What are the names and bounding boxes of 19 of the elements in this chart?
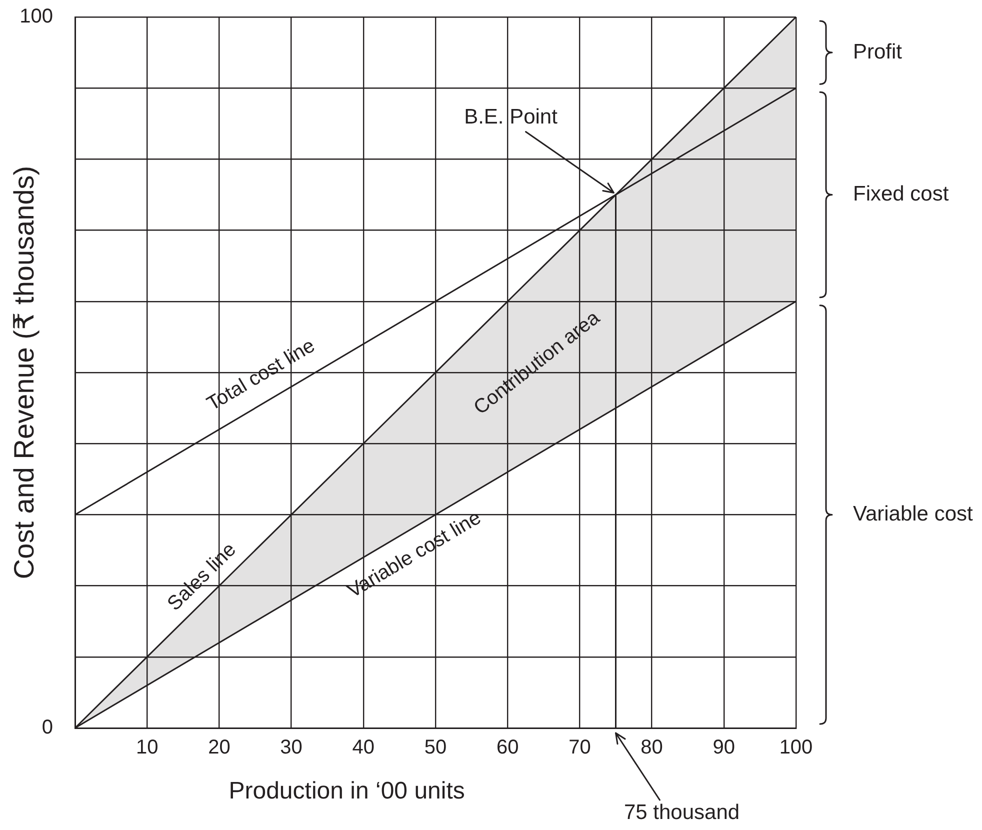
annotation: 75 thousand (624, 800, 740, 824)
x-tick-label: 100 (779, 736, 813, 759)
y-tick-label: 0 (42, 716, 53, 739)
x-tick-label: 20 (208, 736, 230, 759)
x-tick-label: 60 (496, 736, 519, 759)
x-tick-label: 90 (712, 736, 736, 759)
x-tick-label: 40 (352, 736, 375, 759)
x-tick-label: 70 (568, 736, 591, 759)
text: Total cost line (203, 334, 319, 416)
x-tick-label: 10 (136, 736, 158, 759)
text: Profit (853, 40, 902, 64)
text: Fixed cost (853, 182, 949, 206)
text: Variable cost (853, 502, 974, 526)
x-tick-label: 80 (640, 736, 663, 759)
annotation: B.E. Point (464, 106, 558, 129)
x-tick-label: 50 (424, 736, 447, 759)
x-axis-title: Production in ‘00 units (228, 778, 465, 805)
y-axis-title: Cost and Revenue (₹ thousands) (8, 166, 40, 580)
x-tick-label: 30 (280, 736, 302, 759)
